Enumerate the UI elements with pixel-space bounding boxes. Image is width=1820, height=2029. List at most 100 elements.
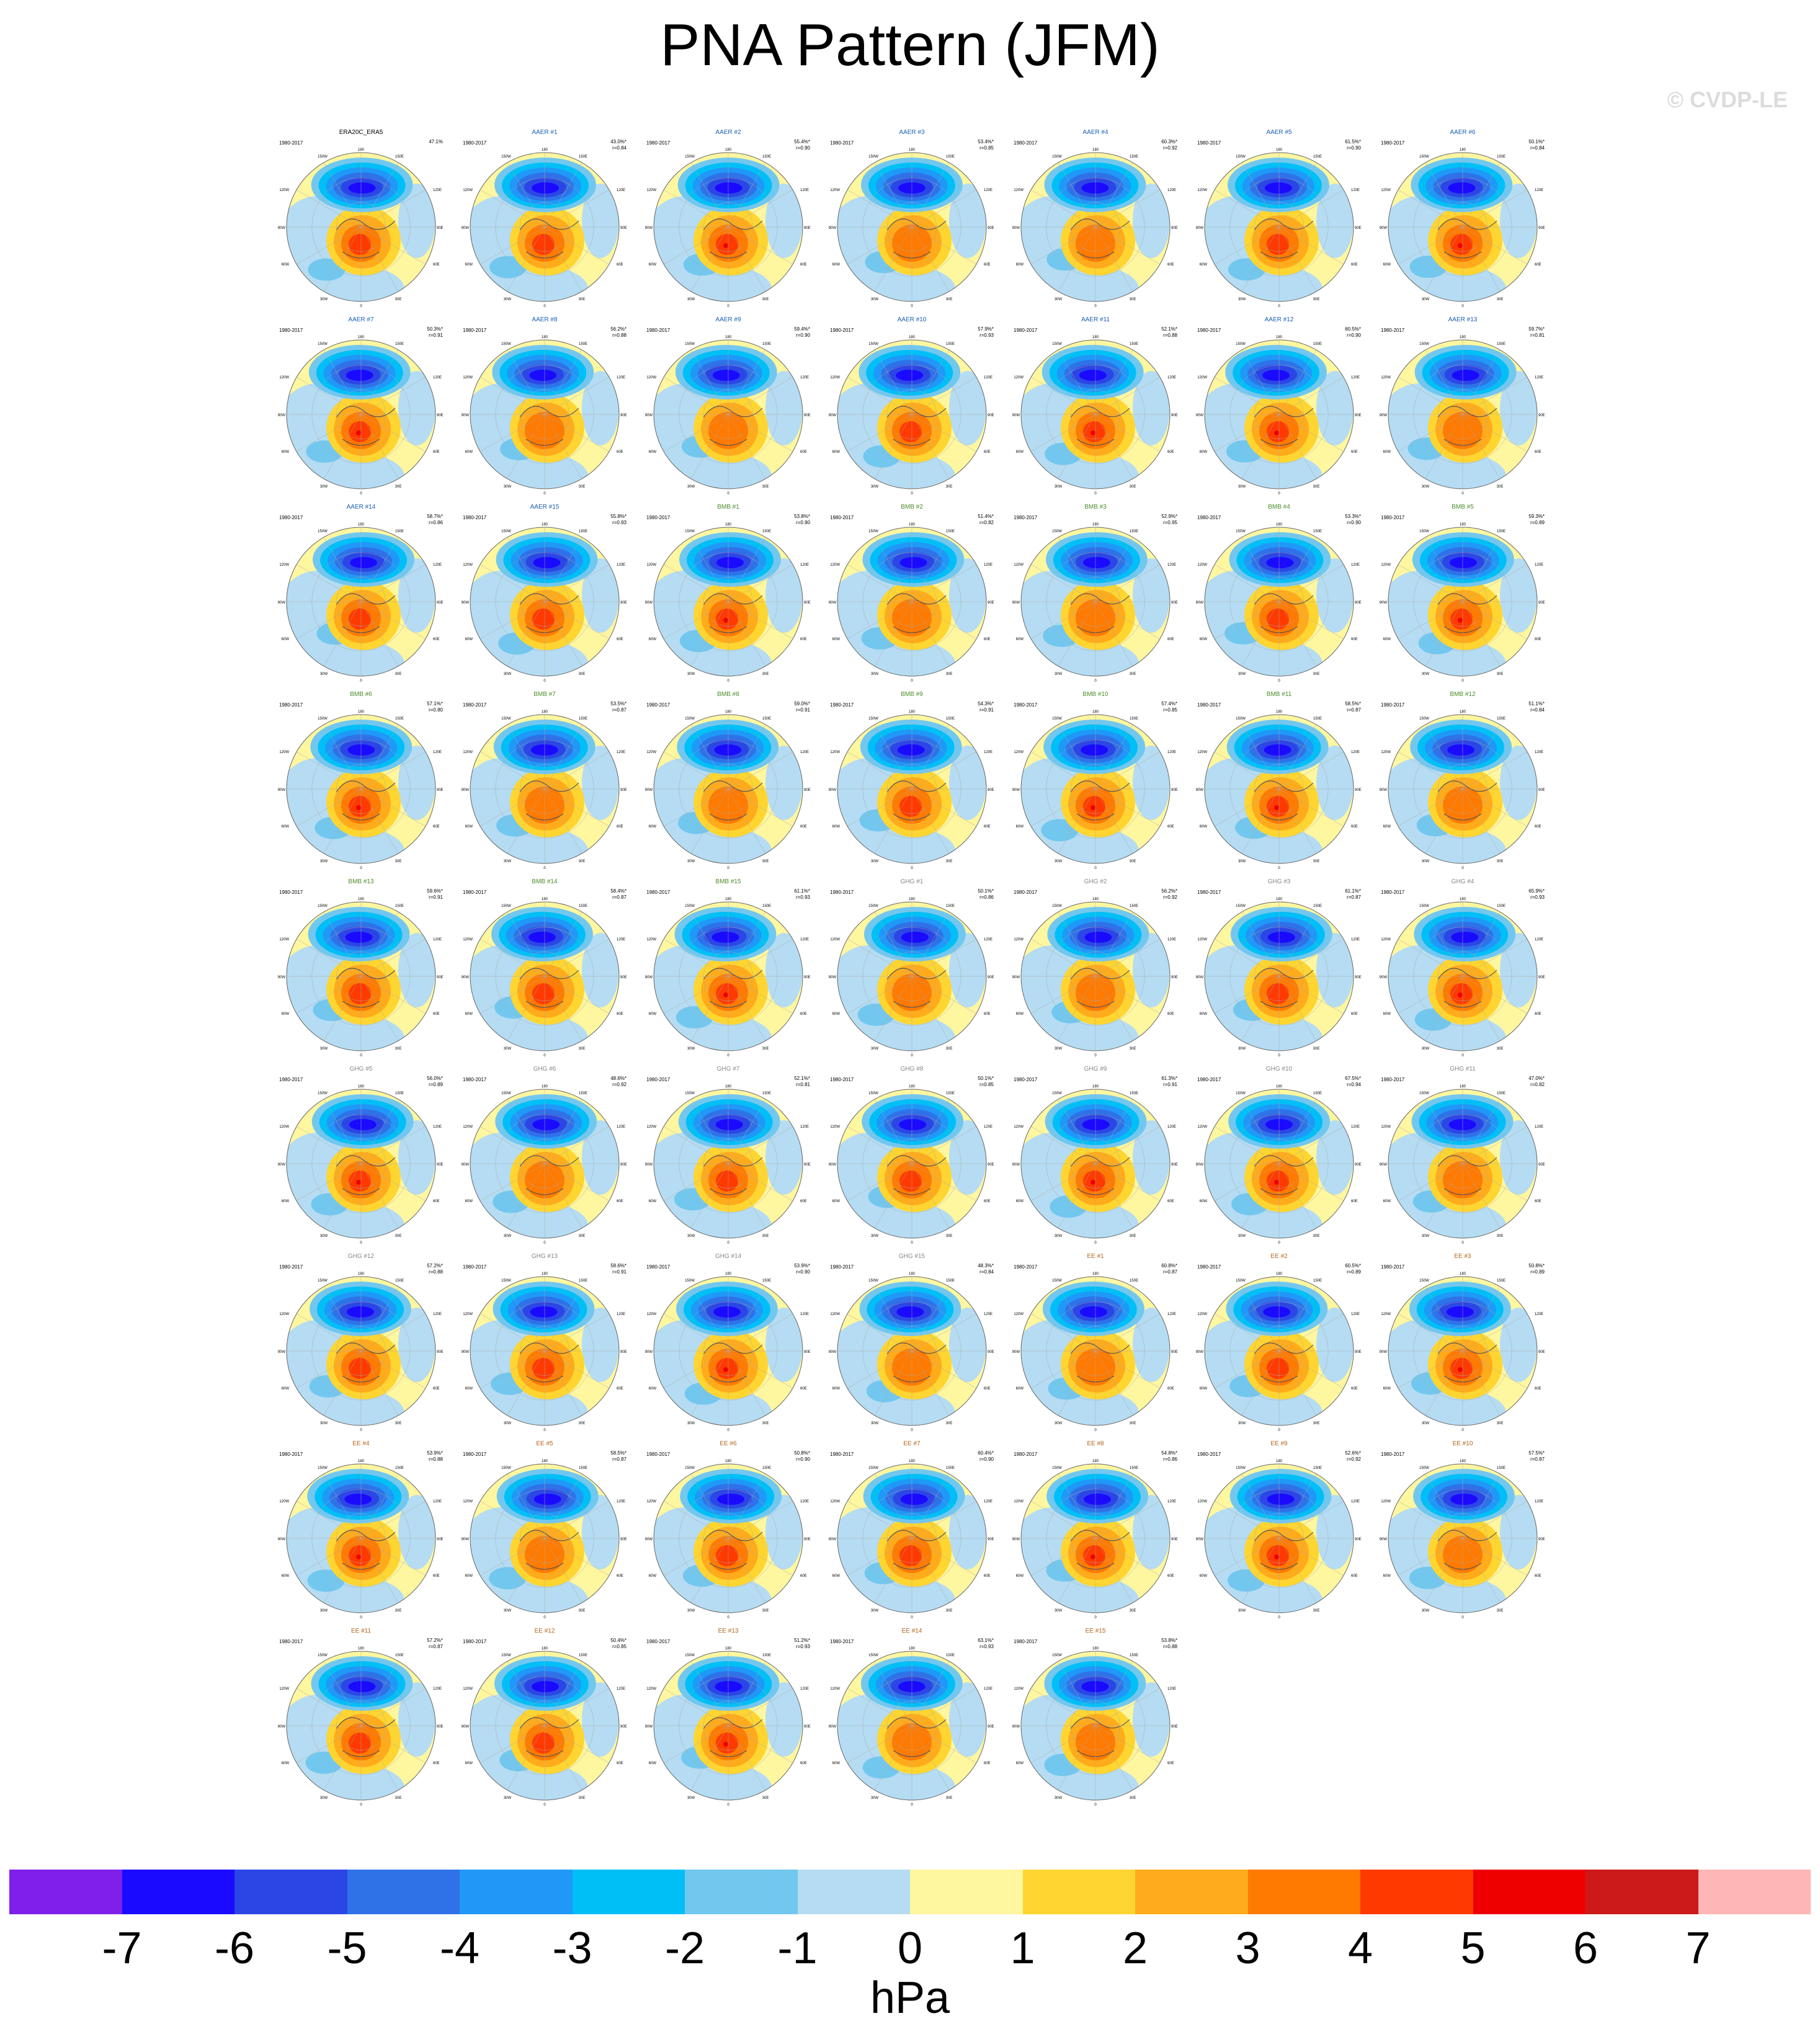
longitude-label: 120E	[1351, 938, 1360, 942]
longitude-label: 180	[358, 710, 365, 714]
longitude-label: 120W	[1014, 376, 1024, 380]
panel-correlation: r=0.92	[1163, 145, 1177, 151]
panel-title: EE #3	[1454, 1253, 1471, 1260]
longitude-label: 60W	[465, 1200, 473, 1203]
longitude-label: 60W	[649, 1574, 657, 1578]
longitude-label: 150E	[1130, 530, 1138, 533]
longitude-label: 60W	[465, 1762, 473, 1765]
longitude-label: 90E	[437, 601, 444, 605]
longitude-label: 30W	[320, 1422, 328, 1425]
panel-correlation: r=0.86	[979, 894, 994, 900]
panel-years: 1980-2017	[279, 1077, 303, 1082]
longitude-label: 30W	[871, 485, 879, 489]
longitude-label: 0	[543, 1429, 546, 1432]
longitude-label: 90E	[1538, 414, 1545, 417]
longitude-label: 0	[727, 1241, 729, 1245]
polar-map: 180 0 90W 90E 150W 150E 120W 120E 60W 60E 30W 30E	[829, 148, 994, 308]
longitude-label: 90E	[988, 1725, 994, 1729]
panel-percent: 60.8%*	[1161, 1263, 1177, 1269]
longitude-label: 120E	[1535, 1313, 1543, 1316]
longitude-label: 90W	[462, 788, 470, 792]
longitude-label: 90E	[1538, 788, 1545, 792]
colorbar-swatch	[122, 1870, 234, 1914]
longitude-label: 120E	[617, 563, 625, 567]
longitude-label: 60W	[1200, 1200, 1208, 1203]
longitude-label: 60E	[1535, 1200, 1541, 1203]
panel-correlation: r=0.85	[612, 1644, 627, 1649]
longitude-label: 90E	[804, 226, 811, 230]
colorbar-swatch	[9, 1870, 122, 1914]
longitude-label: 120E	[984, 938, 993, 942]
longitude-label: 150W	[501, 1279, 511, 1283]
panel-stats: 61.3%* r=0.91	[1161, 1076, 1177, 1088]
longitude-label: 150W	[1419, 530, 1429, 533]
panel-title: AAER #7	[348, 316, 374, 323]
longitude-label: 150W	[1052, 155, 1062, 159]
longitude-label: 120E	[1167, 751, 1176, 754]
longitude-label: 30W	[320, 1796, 328, 1800]
longitude-label: 0	[727, 867, 729, 870]
map-panel: BMB #11 1980-2017 58.5%* r=0.87 180 0 90W 90E 15…	[1196, 691, 1362, 871]
longitude-label: 30E	[1497, 1234, 1504, 1238]
colorbar-tick-label: 3	[1235, 1924, 1260, 1973]
longitude-label: 30E	[946, 1609, 953, 1613]
longitude-label: 60E	[984, 1762, 991, 1765]
panel-percent: 59.6%*	[427, 888, 443, 894]
colorbar-tick-label: 6	[1572, 1924, 1599, 1973]
longitude-label: 180	[1092, 336, 1099, 339]
longitude-label: 60W	[465, 1012, 473, 1016]
longitude-label: 30E	[762, 672, 769, 676]
longitude-label: 120E	[617, 376, 625, 380]
longitude-label: 180	[358, 1647, 365, 1651]
longitude-label: 90E	[1171, 1350, 1178, 1354]
polar-map: 180 0 90W 90E 150W 150E 120W 120E 60W 60E 30W 30E	[462, 1460, 627, 1620]
panel-title: AAER #11	[1081, 316, 1110, 323]
panel-years: 1980-2017	[1381, 702, 1405, 708]
longitude-label: 0	[543, 867, 546, 870]
panel-percent: 58.5%*	[610, 1450, 627, 1456]
polar-map: 180 0 90W 90E 150W 150E 120W 120E 60W 60E 30W 30E	[1380, 898, 1545, 1058]
panel-title: EE #14	[901, 1628, 922, 1634]
longitude-label: 150W	[318, 1654, 328, 1657]
longitude-label: 30E	[1497, 672, 1504, 676]
panel-correlation: r=0.91	[612, 1269, 627, 1275]
colorbar-units: hPa	[870, 1973, 950, 2023]
panel-stats: 53.4%* r=0.85	[978, 139, 994, 151]
longitude-label: 90E	[437, 1163, 444, 1167]
longitude-label: 180	[1460, 148, 1466, 152]
panel-years: 1980-2017	[1197, 140, 1221, 146]
colorbar-tick-label: -2	[664, 1924, 705, 1973]
longitude-label: 90E	[988, 226, 994, 230]
longitude-label: 60E	[433, 263, 440, 267]
longitude-label: 180	[1460, 336, 1466, 339]
longitude-label: 150E	[395, 342, 404, 346]
panel-percent: 56.2%*	[1161, 888, 1177, 894]
longitude-label: 90W	[829, 226, 837, 230]
longitude-label: 180	[1460, 1460, 1466, 1463]
longitude-label: 120E	[1535, 751, 1543, 754]
panel-years: 1980-2017	[1381, 140, 1405, 146]
panel-correlation: r=0.85	[979, 1082, 994, 1087]
longitude-label: 60W	[649, 450, 657, 454]
panel-years: 1980-2017	[1197, 890, 1221, 895]
longitude-label: 30W	[1238, 485, 1246, 489]
longitude-label: 0	[360, 1054, 362, 1058]
panel-stats: 57.2%* r=0.87	[427, 1638, 443, 1650]
panel-correlation: r=0.88	[612, 332, 627, 338]
longitude-label: 120W	[1197, 563, 1207, 567]
longitude-label: 90W	[1012, 1538, 1020, 1541]
longitude-label: 120W	[646, 751, 656, 754]
longitude-label: 60W	[649, 1387, 657, 1391]
longitude-label: 30W	[687, 672, 695, 676]
panel-stats: 59.4%* r=0.90	[794, 326, 810, 339]
panel-percent: 51.2%*	[794, 1638, 810, 1643]
panel-percent: 48.6%*	[610, 1076, 627, 1081]
longitude-label: 0	[543, 1054, 546, 1058]
longitude-label: 30W	[1422, 860, 1430, 863]
longitude-label: 90W	[829, 1725, 837, 1729]
longitude-label: 180	[725, 1272, 732, 1276]
panel-stats: 51.1%* r=0.84	[1528, 701, 1545, 713]
longitude-label: 60E	[1167, 1387, 1174, 1391]
map-panel: EE #2 1980-2017 60.5%* r=0.89 180 0 90W 90E 150W…	[1196, 1253, 1362, 1433]
polar-map: 180 0 90W 90E 150W 150E 120W 120E 60W 60E 30W 30E	[645, 1272, 811, 1432]
